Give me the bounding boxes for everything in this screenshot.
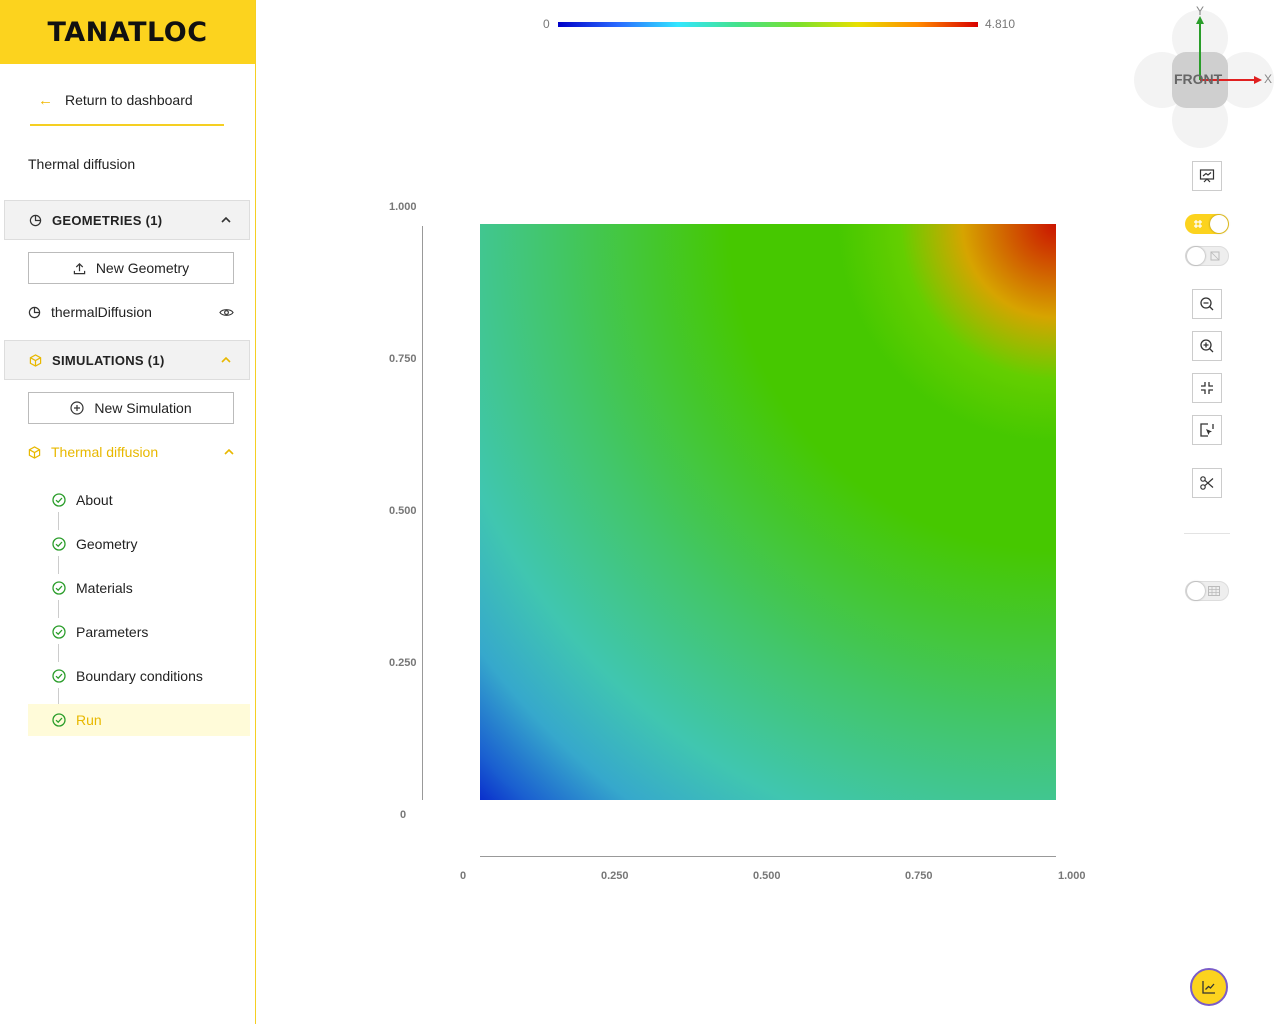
simulation-item-label: Thermal diffusion: [51, 444, 159, 460]
section-cut-button[interactable]: [1192, 468, 1222, 498]
grid-toggle[interactable]: [1185, 214, 1229, 234]
check-circle-icon: [52, 581, 66, 595]
step-label: About: [76, 492, 113, 508]
step-connector: [58, 644, 59, 662]
geometry-pie-icon: [28, 306, 41, 319]
step-connector: [58, 512, 59, 530]
zoom-in-button[interactable]: [1192, 331, 1222, 361]
geometries-section-header[interactable]: GEOMETRIES (1): [4, 200, 250, 240]
y-tick-label: 0: [400, 809, 407, 821]
simulation-item-thermal-diffusion[interactable]: Thermal diffusion: [28, 440, 236, 464]
return-to-dashboard-link[interactable]: ← Return to dashboard: [30, 76, 224, 126]
step-label: Materials: [76, 580, 133, 596]
zoom-in-icon: [1199, 338, 1215, 354]
y-tick-label: 1.000: [389, 201, 417, 213]
toggle-knob: [1210, 215, 1228, 233]
step-geometry[interactable]: Geometry: [28, 528, 250, 574]
new-geometry-label: New Geometry: [95, 260, 190, 276]
screenshot-button[interactable]: [1192, 161, 1222, 191]
step-connector: [58, 556, 59, 574]
step-boundary-conditions[interactable]: Boundary conditions: [28, 660, 250, 706]
select-area-icon: [1199, 422, 1215, 438]
chevron-up-icon: [224, 449, 234, 455]
step-parameters[interactable]: Parameters: [28, 616, 250, 662]
colorbar-gradient: [558, 22, 978, 27]
geometry-pie-icon: [29, 214, 42, 227]
hash-icon: [1193, 219, 1203, 229]
simulations-section-header[interactable]: SIMULATIONS (1): [4, 340, 250, 380]
toggle-knob: [1187, 247, 1205, 265]
new-geometry-button[interactable]: New Geometry: [28, 252, 234, 284]
colorbar-min-label: 0: [543, 17, 550, 31]
check-circle-icon: [52, 713, 66, 727]
orientation-front-label: FRONT: [1174, 71, 1223, 87]
zoom-to-selection-button[interactable]: [1192, 415, 1222, 445]
mesh-icon: [1210, 251, 1220, 261]
table-toggle[interactable]: [1185, 581, 1229, 601]
logo[interactable]: TANATLOC: [0, 0, 255, 64]
sidebar: TANATLOC ← Return to dashboard Thermal d…: [0, 0, 256, 1024]
y-tick-label: 0.250: [389, 657, 417, 669]
geometry-item-thermaldiffusion[interactable]: thermalDiffusion: [28, 300, 236, 324]
x-tick-label: 0.250: [601, 870, 629, 882]
zoom-out-button[interactable]: [1192, 289, 1222, 319]
y-tick-label: 0.500: [389, 505, 417, 517]
eye-icon[interactable]: [219, 307, 234, 318]
logo-text: TANATLOC: [47, 16, 208, 48]
cube-icon: [29, 353, 42, 367]
step-about[interactable]: About: [28, 484, 250, 530]
check-circle-icon: [52, 625, 66, 639]
project-name: Thermal diffusion: [28, 156, 136, 172]
plus-circle-icon: [70, 401, 84, 415]
x-tick-label: 0.750: [905, 870, 933, 882]
toolbar-divider: [1184, 533, 1230, 534]
step-connector: [58, 688, 59, 706]
step-label: Parameters: [76, 624, 149, 640]
orientation-gizmo[interactable]: FRONT Y X: [1134, 4, 1274, 148]
return-label: Return to dashboard: [65, 92, 193, 108]
compress-icon: [1199, 380, 1215, 396]
step-label: Geometry: [76, 536, 138, 552]
simulations-header-label: SIMULATIONS (1): [52, 352, 165, 368]
chevron-up-icon: [221, 357, 231, 363]
x-axis-line: [480, 856, 1056, 857]
cube-icon: [28, 445, 41, 459]
check-circle-icon: [52, 669, 66, 683]
toggle-knob: [1187, 582, 1205, 600]
mesh-toggle[interactable]: [1185, 246, 1229, 266]
fit-view-button[interactable]: [1192, 373, 1222, 403]
y-tick-label: 0.750: [389, 353, 417, 365]
zoom-out-icon: [1199, 296, 1215, 312]
geometries-header-label: GEOMETRIES (1): [52, 212, 163, 228]
step-connector: [58, 600, 59, 618]
colorbar: 0 4.810: [540, 14, 1030, 36]
x-tick-label: 1.000: [1058, 870, 1086, 882]
orientation-x-label: X: [1264, 72, 1273, 86]
step-label: Run: [76, 712, 102, 728]
line-chart-icon: [1201, 979, 1217, 995]
colorbar-max-label: 4.810: [985, 17, 1016, 31]
check-circle-icon: [52, 537, 66, 551]
upload-icon: [73, 262, 86, 275]
simulation-steps: About Geometry Materials Parameters Boun…: [28, 484, 250, 748]
chevron-up-icon: [221, 217, 231, 223]
arrow-left-icon: ←: [38, 91, 53, 109]
new-simulation-label: New Simulation: [94, 400, 192, 416]
presentation-chart-icon: [1199, 168, 1215, 184]
new-simulation-button[interactable]: New Simulation: [28, 392, 234, 424]
table-icon: [1208, 586, 1220, 596]
scissors-icon: [1199, 475, 1215, 491]
step-run[interactable]: Run: [28, 704, 250, 736]
geometry-item-label: thermalDiffusion: [51, 304, 152, 320]
x-tick-label: 0: [460, 870, 467, 882]
temperature-field-plot[interactable]: [480, 224, 1056, 800]
orientation-y-label: Y: [1196, 4, 1205, 18]
step-materials[interactable]: Materials: [28, 572, 250, 618]
step-label: Boundary conditions: [76, 668, 203, 684]
chart-button[interactable]: [1190, 968, 1228, 1006]
check-circle-icon: [52, 493, 66, 507]
x-tick-label: 0.500: [753, 870, 781, 882]
y-axis-line: [422, 226, 423, 800]
